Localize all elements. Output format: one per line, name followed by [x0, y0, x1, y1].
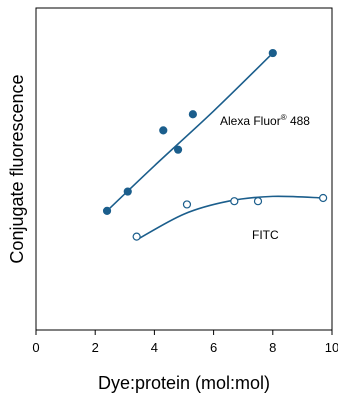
- x-tick-label-3: 6: [210, 340, 217, 355]
- data-point-series-1-1: [182, 200, 192, 209]
- fit-curve-series-1: [136, 195, 324, 241]
- data-point-series-0-1: [123, 187, 132, 196]
- data-point-series-0-3: [173, 145, 183, 154]
- data-point-series-0-0: [102, 206, 112, 215]
- x-tick-label-2: 4: [151, 340, 158, 355]
- x-tick-label-5: 10: [325, 340, 338, 355]
- x-axis-title: Dye:protein (mol:mol): [98, 373, 270, 393]
- series-label-fitc: FITC: [252, 228, 279, 242]
- fit-curve-series-0: [106, 52, 274, 212]
- x-tick-label-0: 0: [32, 340, 39, 355]
- data-point-series-0-4: [188, 110, 197, 119]
- data-point-series-0-2: [159, 126, 168, 135]
- fit-curves: [106, 52, 324, 241]
- data-point-series-1-2: [230, 197, 239, 206]
- data-point-series-1-4: [319, 193, 328, 203]
- plot-frame: [35, 7, 333, 331]
- data-points: [102, 48, 328, 241]
- data-point-series-0-5: [268, 48, 277, 58]
- data-point-series-1-3: [253, 197, 263, 206]
- data-point-series-1-0: [132, 232, 141, 241]
- x-axis-ticks: 0 2 4 6 8 10: [32, 330, 338, 355]
- y-axis-title: Conjugate fluorescence: [7, 74, 27, 263]
- x-tick-label-4: 8: [269, 340, 276, 355]
- x-tick-label-1: 2: [92, 340, 99, 355]
- series-label-alexa-fluor-488: Alexa Fluor® 488: [220, 113, 310, 128]
